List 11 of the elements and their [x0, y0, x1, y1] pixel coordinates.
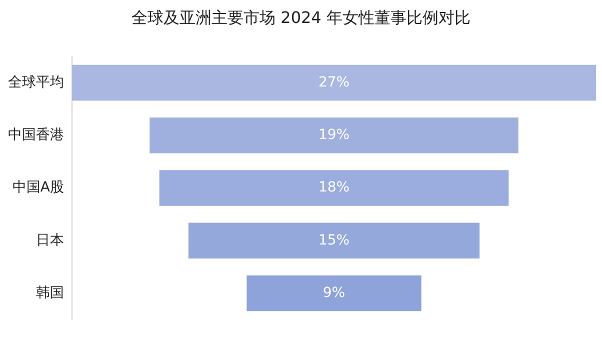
category-label: 全球平均 [8, 74, 64, 90]
data-label: 27% [318, 74, 350, 90]
category-label: 中国A股 [12, 180, 64, 196]
data-label: 9% [322, 284, 346, 301]
data-label: 19% [318, 127, 350, 143]
text: 全球及亚洲主要市场 2024 年女性董事比例对比 [130, 8, 472, 29]
category-label: 中国香港 [8, 127, 64, 143]
data-label: 18% [318, 180, 350, 196]
data-label: 15% [318, 232, 350, 248]
category-label: 韩国 [36, 284, 64, 301]
category-label: 日本 [36, 232, 64, 248]
